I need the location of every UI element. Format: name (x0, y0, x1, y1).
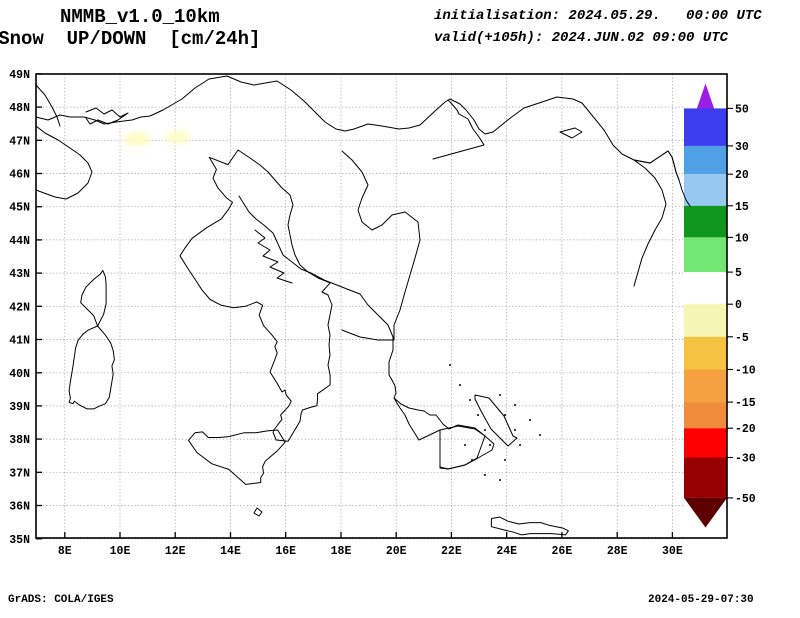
svg-text:-20: -20 (735, 423, 756, 436)
svg-text:43N: 43N (9, 268, 30, 281)
svg-text:18E: 18E (331, 545, 352, 558)
svg-text:20: 20 (735, 169, 749, 182)
svg-text:37N: 37N (9, 467, 30, 480)
svg-text:16E: 16E (275, 545, 296, 558)
svg-text:26E: 26E (552, 545, 573, 558)
svg-text:38N: 38N (9, 434, 30, 447)
svg-text:47N: 47N (9, 135, 30, 148)
svg-text:0: 0 (735, 299, 742, 312)
svg-text:30E: 30E (662, 545, 683, 558)
svg-text:40N: 40N (9, 368, 30, 381)
svg-text:15: 15 (735, 201, 749, 214)
svg-text:30: 30 (735, 141, 749, 154)
svg-text:-30: -30 (735, 453, 756, 466)
svg-text:46N: 46N (9, 169, 30, 182)
svg-text:-15: -15 (735, 397, 756, 410)
svg-text:-5: -5 (735, 332, 749, 345)
svg-text:10: 10 (735, 232, 749, 245)
svg-text:48N: 48N (9, 102, 30, 115)
svg-text:45N: 45N (9, 202, 30, 215)
svg-text:24E: 24E (496, 545, 517, 558)
svg-text:50: 50 (735, 103, 749, 116)
svg-text:49N: 49N (9, 69, 30, 82)
svg-text:28E: 28E (607, 545, 628, 558)
svg-text:41N: 41N (9, 335, 30, 348)
svg-text:14E: 14E (220, 545, 241, 558)
svg-text:36N: 36N (9, 501, 30, 514)
svg-text:8E: 8E (58, 545, 72, 558)
svg-text:39N: 39N (9, 401, 30, 414)
svg-text:10E: 10E (110, 545, 131, 558)
svg-text:22E: 22E (441, 545, 462, 558)
svg-text:-50: -50 (735, 493, 756, 506)
svg-text:-10: -10 (735, 365, 756, 378)
svg-text:44N: 44N (9, 235, 30, 248)
svg-text:20E: 20E (386, 545, 407, 558)
svg-text:12E: 12E (165, 545, 186, 558)
svg-text:42N: 42N (9, 301, 30, 314)
svg-text:35N: 35N (9, 534, 30, 547)
svg-text:5: 5 (735, 267, 742, 280)
